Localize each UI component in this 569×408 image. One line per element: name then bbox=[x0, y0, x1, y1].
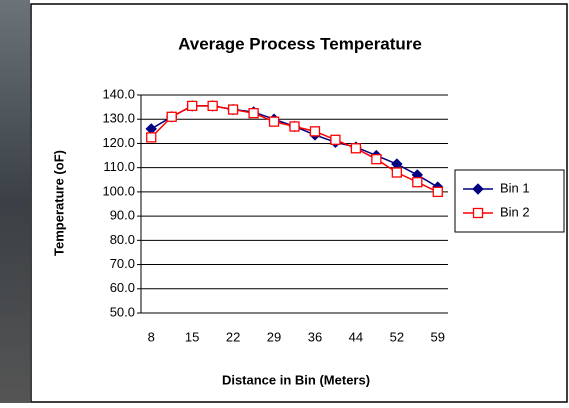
y-tick-label: 50.0 bbox=[110, 304, 135, 319]
x-tick-label: 15 bbox=[185, 329, 199, 344]
point bbox=[371, 154, 382, 165]
x-tick-label: 44 bbox=[349, 329, 363, 344]
point bbox=[412, 177, 423, 188]
x-tick-label: 22 bbox=[226, 329, 240, 344]
chart-title: Average Process Temperature bbox=[178, 34, 422, 53]
y-tick-label: 70.0 bbox=[110, 256, 135, 271]
legend-marker bbox=[472, 183, 484, 195]
y-tick-label: 80.0 bbox=[110, 232, 135, 247]
point bbox=[227, 104, 239, 115]
point bbox=[166, 111, 177, 122]
y-tick-label: 60.0 bbox=[110, 280, 135, 295]
x-axis-label: Distance in Bin (Meters) bbox=[222, 372, 370, 387]
background-photo bbox=[0, 0, 30, 403]
legend-marker bbox=[472, 207, 484, 219]
y-axis-label: Temperature (oF) bbox=[51, 150, 66, 256]
point bbox=[268, 116, 280, 127]
legend-label: Bin 1 bbox=[500, 180, 530, 195]
y-tick-label: 100.0 bbox=[102, 183, 135, 198]
y-tick-label: 140.0 bbox=[102, 86, 135, 101]
point bbox=[248, 108, 259, 119]
point bbox=[330, 134, 341, 145]
point bbox=[187, 100, 198, 112]
x-tick-label: 52 bbox=[390, 329, 404, 344]
point bbox=[309, 126, 321, 137]
point bbox=[146, 132, 157, 143]
point bbox=[350, 143, 362, 154]
x-tick-label: 36 bbox=[308, 329, 322, 344]
point bbox=[207, 100, 218, 112]
point bbox=[289, 121, 300, 132]
x-tick-label: 59 bbox=[431, 329, 445, 344]
y-tick-label: 120.0 bbox=[102, 135, 135, 150]
legend-label: Bin 2 bbox=[500, 204, 530, 219]
x-tick-label: 8 bbox=[148, 329, 155, 344]
x-tick-label: 29 bbox=[267, 329, 281, 344]
point bbox=[432, 186, 443, 198]
y-tick-label: 130.0 bbox=[102, 111, 135, 126]
point bbox=[391, 167, 402, 178]
legend-box bbox=[454, 169, 565, 233]
y-tick-label: 110.0 bbox=[103, 159, 135, 174]
y-tick-label: 90.0 bbox=[110, 208, 135, 223]
